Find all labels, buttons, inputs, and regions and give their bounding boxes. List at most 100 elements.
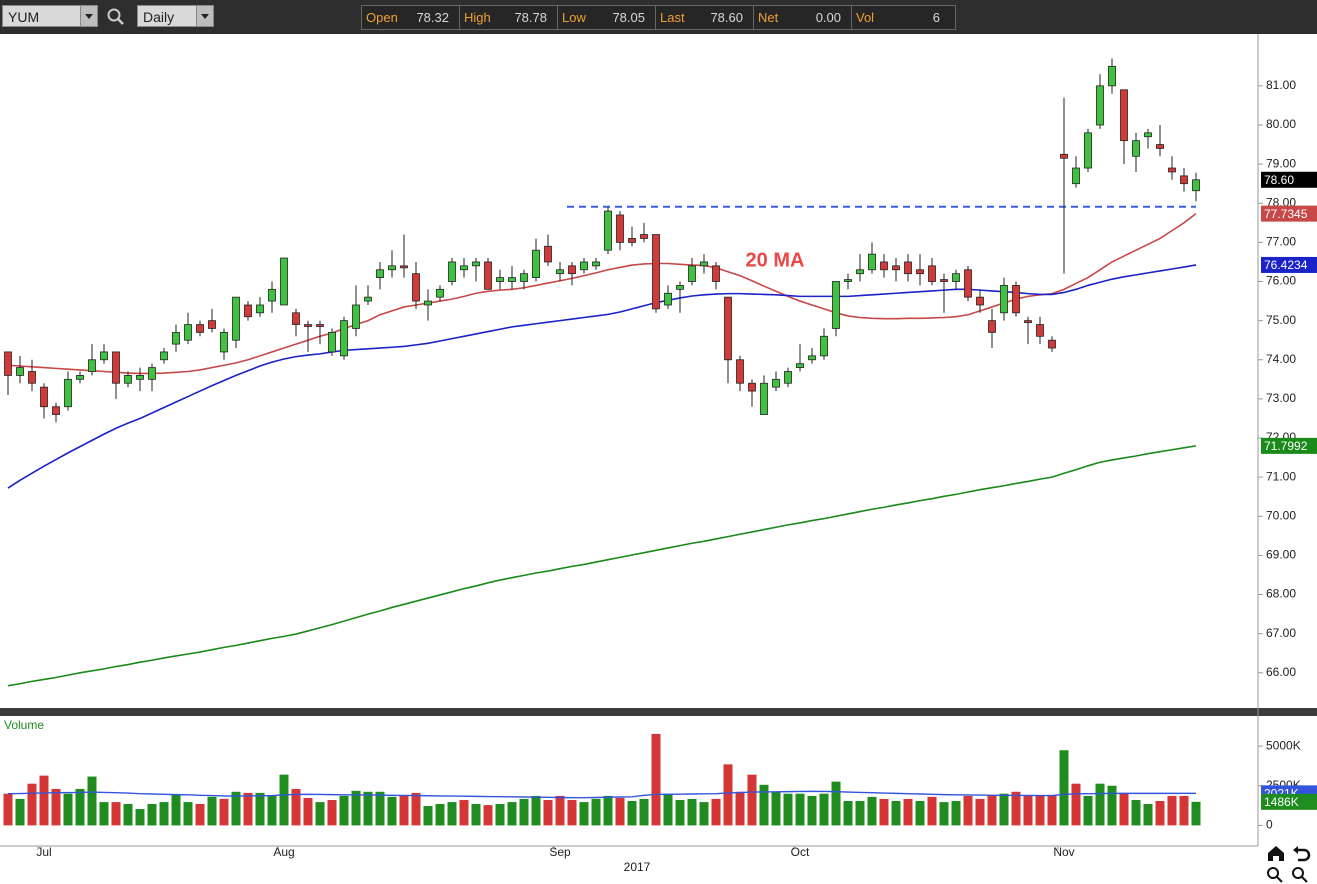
- candle-body: [1072, 167, 1080, 185]
- volume-bar: [1131, 800, 1141, 826]
- volume-bar: [447, 802, 457, 826]
- candle-body: [628, 238, 636, 243]
- volume-bar: [363, 791, 373, 826]
- volume-bar: [915, 800, 925, 826]
- value-tag: [1261, 793, 1317, 810]
- candle-body: [412, 273, 420, 302]
- y-tick-label: 0: [1266, 818, 1273, 832]
- zoom-out-icon[interactable]: [1292, 867, 1304, 879]
- x-tick-label: Oct: [791, 845, 810, 859]
- candle-body: [832, 281, 840, 329]
- dropdown-arrow[interactable]: [196, 6, 213, 26]
- quote-cell: Vol 6: [852, 6, 950, 29]
- y-tick-label: 71.00: [1266, 469, 1296, 483]
- y-tick-label: 73.00: [1266, 391, 1296, 405]
- interval-input[interactable]: Daily: [137, 5, 214, 27]
- candle-body: [604, 210, 612, 251]
- candle-body: [772, 378, 780, 388]
- candle-body: [448, 261, 456, 282]
- value-tag-label: 78.60: [1264, 173, 1294, 187]
- quote-value: 78.78: [514, 10, 547, 25]
- candle-body: [904, 261, 912, 275]
- home-icon[interactable]: [1268, 846, 1284, 861]
- volume-bar: [1059, 750, 1069, 826]
- candle-body: [1084, 132, 1092, 169]
- candle-body: [304, 324, 312, 327]
- volume-bar: [903, 798, 913, 826]
- value-tag-label: 76.4234: [1264, 258, 1308, 272]
- candle-body: [1012, 285, 1020, 314]
- y-tick-label: 66.00: [1266, 665, 1296, 679]
- y-tick-label: 80.00: [1266, 117, 1296, 131]
- volume-title: Volume: [4, 718, 44, 732]
- volume-bar: [291, 788, 301, 826]
- candle-body: [532, 249, 540, 278]
- candle-body: [268, 288, 276, 302]
- candle-body: [244, 304, 252, 318]
- symbol-input[interactable]: YUM: [2, 5, 98, 27]
- candle-body: [784, 371, 792, 384]
- zoom-in-icon[interactable]: [1267, 867, 1279, 879]
- candle-body: [856, 269, 864, 275]
- zoom-handle: [1301, 876, 1308, 883]
- candle-body: [880, 261, 888, 271]
- nav-icons: [1267, 846, 1311, 883]
- candle-body: [808, 355, 816, 361]
- volume-bar: [651, 733, 661, 826]
- volume-bar: [123, 803, 133, 826]
- volume-bar: [1011, 791, 1021, 826]
- value-tag-label: 77.7345: [1264, 207, 1308, 221]
- candle-body: [1144, 132, 1152, 138]
- candle-body: [1096, 85, 1104, 126]
- volume-bar: [1191, 801, 1201, 826]
- volume-bar: [435, 803, 445, 826]
- undo-icon[interactable]: [1296, 848, 1311, 862]
- candle-body: [592, 261, 600, 267]
- volume-bar: [627, 800, 637, 826]
- volume-bar: [483, 805, 493, 826]
- candle-body: [100, 351, 108, 361]
- volume-bar: [675, 800, 685, 826]
- volume-bar: [171, 794, 181, 826]
- quote-cell: Last 78.60: [656, 6, 754, 29]
- candle-body: [868, 253, 876, 271]
- volume-bar: [615, 797, 625, 826]
- volume-bar: [999, 793, 1009, 826]
- volume-bar: [567, 800, 577, 826]
- candle-body: [472, 261, 480, 267]
- volume-bar: [87, 776, 97, 826]
- volume-bar: [267, 795, 277, 826]
- y-tick-label: 79.00: [1266, 156, 1296, 170]
- volume-bar: [1023, 794, 1033, 826]
- y-tick-label: 77.00: [1266, 235, 1296, 249]
- volume-bar: [555, 795, 565, 826]
- dropdown-arrow[interactable]: [80, 6, 97, 26]
- volume-bar: [975, 798, 985, 826]
- volume-bar: [603, 795, 613, 826]
- volume-bar: [723, 764, 733, 826]
- volume-bar: [375, 791, 385, 826]
- candle-body: [328, 331, 336, 353]
- candle-body: [820, 335, 828, 357]
- candle-body: [316, 324, 324, 327]
- volume-bar: [1083, 795, 1093, 826]
- quote-cell: Low 78.05: [558, 6, 656, 29]
- annotation: 20 MA: [746, 249, 805, 271]
- candle-body: [700, 261, 708, 267]
- candle-body: [76, 375, 84, 380]
- candle-body: [964, 269, 972, 298]
- candle-body: [508, 277, 516, 282]
- candle-body: [928, 265, 936, 282]
- quote-label: Low: [562, 10, 586, 25]
- volume-bar: [63, 793, 73, 826]
- quote-value: 78.60: [710, 10, 743, 25]
- candle-body: [736, 359, 744, 384]
- x-tick-label: Sep: [549, 845, 571, 859]
- candle-body: [40, 386, 48, 408]
- candle-body: [1048, 339, 1056, 349]
- quote-value: 78.05: [612, 10, 645, 25]
- volume-bar: [399, 795, 409, 826]
- volume-bar: [519, 798, 529, 826]
- search-icon[interactable]: [106, 7, 126, 27]
- quote-cell: Net 0.00: [754, 6, 852, 29]
